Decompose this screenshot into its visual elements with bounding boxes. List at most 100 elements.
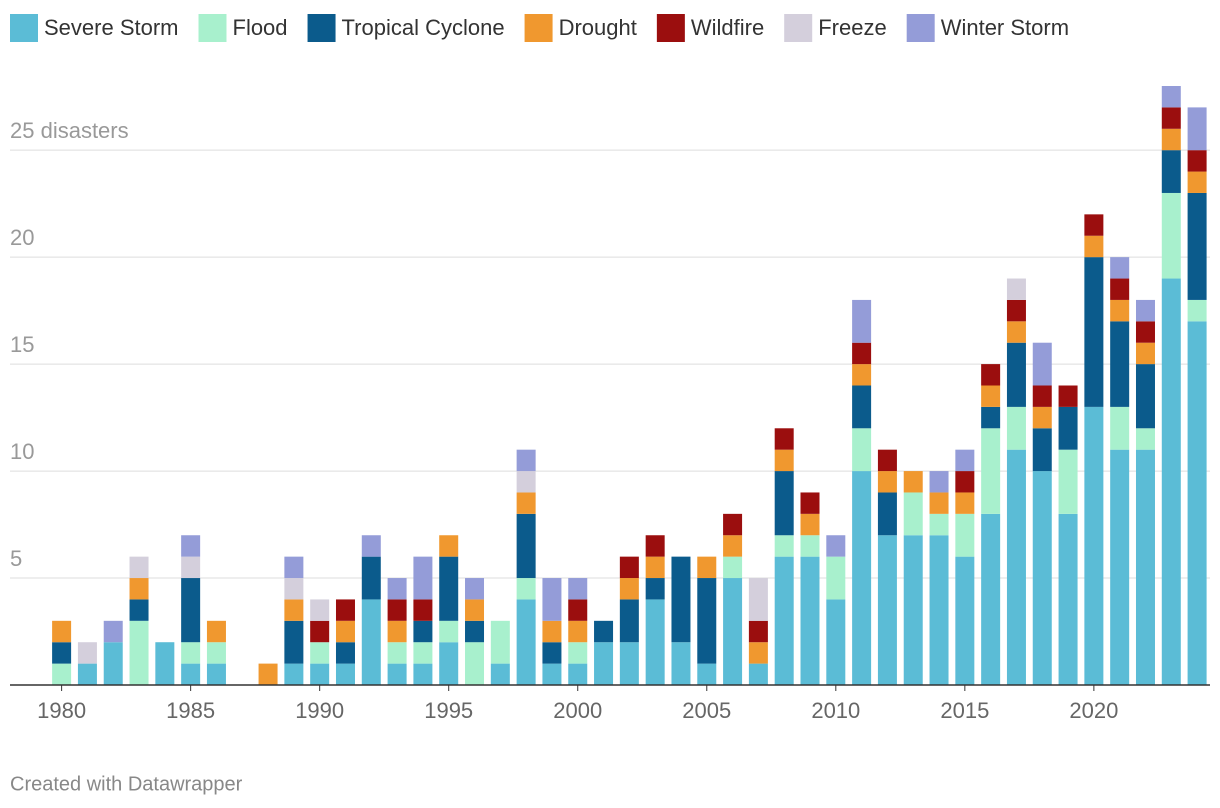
x-tick-label: 2005	[682, 698, 731, 723]
legend-swatch	[198, 14, 227, 42]
bar-segment	[335, 599, 355, 621]
x-tick-label: 2020	[1069, 698, 1118, 723]
legend-swatch	[656, 14, 685, 42]
bar-segment	[697, 578, 717, 664]
bar-segment	[1058, 406, 1078, 450]
bar-segment	[877, 471, 897, 493]
bar-segment	[929, 492, 949, 514]
bar-segment	[1110, 299, 1130, 322]
bar-segment	[955, 513, 975, 557]
bar-segment	[697, 663, 717, 685]
bar-segment	[490, 663, 510, 685]
bar-segment	[181, 642, 201, 664]
bar-segment	[568, 620, 588, 643]
legend-label: Freeze	[818, 15, 886, 40]
bar-segment	[181, 535, 201, 557]
bar-segment	[619, 642, 639, 685]
bar-segment	[723, 513, 743, 536]
bar-segment	[490, 620, 510, 664]
legend-label: Flood	[233, 15, 288, 40]
bar-segment	[1084, 406, 1104, 685]
bar-segment	[1135, 299, 1155, 322]
bar-segment	[129, 556, 149, 579]
legend-label: Wildfire	[691, 15, 764, 40]
bar-segment	[206, 642, 226, 664]
bar-segment	[1161, 278, 1181, 685]
bar-segment	[284, 620, 304, 664]
bar-segment	[516, 599, 536, 685]
y-tick-label: 15	[10, 332, 34, 357]
bar-segment	[1187, 192, 1207, 300]
bar-segment	[1187, 171, 1207, 193]
bar-segment	[542, 642, 562, 664]
x-tick-label: 2015	[940, 698, 989, 723]
x-tick-label: 2000	[553, 698, 602, 723]
bar-segment	[1006, 278, 1026, 300]
bar-segment	[1032, 428, 1052, 472]
bar-segment	[181, 663, 201, 685]
y-tick-label: 20	[10, 225, 34, 250]
bar-segment	[1006, 321, 1026, 343]
bar-segment	[155, 642, 175, 685]
bar-segment	[981, 406, 1001, 429]
bar-segment	[645, 556, 665, 579]
bar-segment	[1084, 214, 1104, 236]
bar-segment	[568, 663, 588, 685]
bar-segment	[361, 535, 381, 557]
bar-segment	[852, 364, 872, 386]
bar-segment	[1135, 321, 1155, 343]
bar-segment	[1110, 278, 1130, 300]
bar-segment	[774, 449, 794, 472]
bar-segment	[826, 535, 846, 557]
bar-segment	[1084, 257, 1104, 407]
bar-segment	[387, 599, 407, 621]
bar-segment	[284, 663, 304, 685]
x-tick-label: 1985	[166, 698, 215, 723]
bar-segment	[929, 471, 949, 493]
x-tick-label: 1995	[424, 698, 473, 723]
legend-swatch	[307, 14, 336, 42]
bar-segment	[413, 599, 433, 621]
bar-segment	[77, 663, 97, 685]
bar-segment	[1006, 299, 1026, 322]
footer: Created with Datawrapper	[10, 773, 243, 795]
bar-segment	[645, 599, 665, 685]
bar-segment	[619, 599, 639, 643]
x-tick-label: 2010	[811, 698, 860, 723]
bar-segment	[1135, 449, 1155, 685]
bar-segment	[310, 620, 330, 643]
bar-segment	[439, 535, 459, 557]
legend-label: Drought	[559, 15, 637, 40]
bar-segment	[852, 342, 872, 365]
bar-segment	[903, 535, 923, 685]
bar-segment	[594, 620, 614, 643]
y-tick-label: 25 disasters	[10, 118, 129, 143]
bar-segment	[1110, 406, 1130, 450]
bar-segment	[1135, 428, 1155, 450]
bar-segment	[929, 535, 949, 685]
bar-segment	[826, 556, 846, 600]
bar-segment	[465, 578, 485, 600]
bar-segment	[387, 620, 407, 643]
bar-segment	[1161, 192, 1181, 279]
legend-label: Severe Storm	[44, 15, 179, 40]
bar-segment	[568, 599, 588, 621]
bar-segment	[774, 535, 794, 557]
bar-segment	[1187, 321, 1207, 685]
bar-segment	[310, 599, 330, 621]
bar-segment	[568, 578, 588, 600]
bar-segment	[671, 642, 691, 685]
legend-swatch	[10, 14, 38, 42]
bar-segment	[748, 620, 768, 643]
bar-segment	[361, 556, 381, 600]
bar-segment	[129, 620, 149, 685]
bar-segment	[671, 556, 691, 643]
bar-segment	[1006, 342, 1026, 407]
bar-segment	[1110, 321, 1130, 407]
bar-segment	[335, 642, 355, 664]
bar-segment	[774, 556, 794, 685]
bar-segment	[77, 642, 97, 664]
bar-segment	[619, 556, 639, 579]
bar-segment	[723, 578, 743, 685]
